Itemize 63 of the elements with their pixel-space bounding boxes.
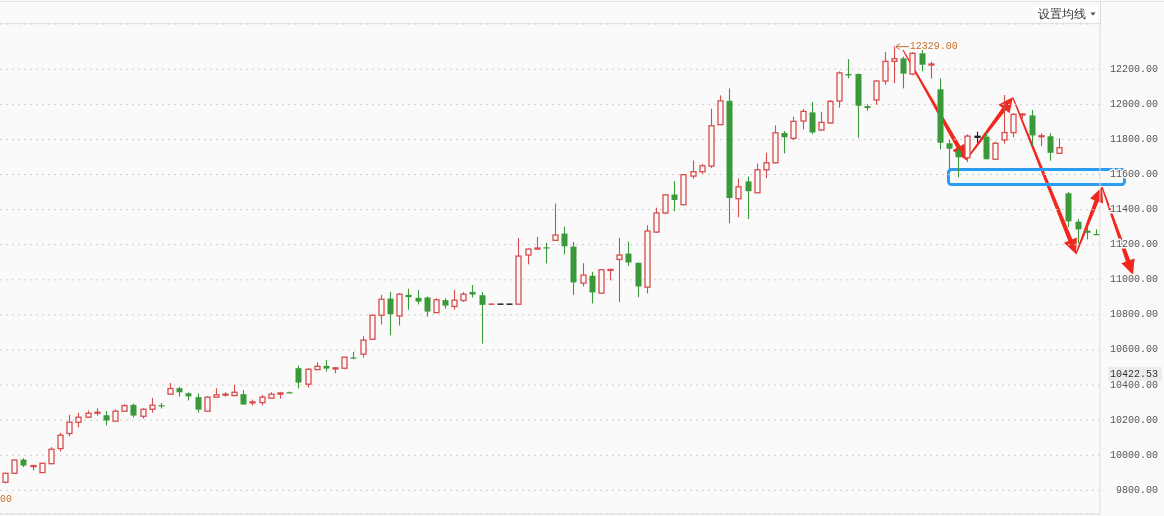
candlestick [1047,132,1054,162]
annotation: 12329.00 [909,41,958,53]
y-tick-label: 9800.00 [1115,484,1158,496]
y-tick-label: 12000.00 [1109,98,1158,110]
candlestick [900,56,907,89]
candlestick [873,79,880,106]
candlestick [479,291,486,345]
candlestick [625,241,632,267]
candlestick [378,294,385,326]
annotation: 00 [0,493,13,505]
candlestick [818,111,825,132]
candlestick [195,392,202,414]
candlestick [57,432,64,453]
candlestick [653,207,660,234]
candlestick [735,177,742,218]
candlestick [671,180,678,212]
candlestick [635,262,642,298]
candlestick [1001,94,1008,145]
y-tick-label: 10800.00 [1109,309,1158,321]
candlestick [543,242,550,265]
candlestick [781,130,788,154]
candlestick [717,94,724,126]
candlestick [983,132,990,160]
candlestick [800,108,807,130]
candlestick [561,226,568,255]
y-tick-label: 11800.00 [1109,133,1158,145]
candlestick [809,101,816,135]
candlestick [882,51,889,86]
candlestick [1029,109,1036,147]
candlestick [580,262,587,288]
candlestick [616,237,623,303]
candlestick [66,414,73,437]
text: 10422.53 [1109,368,1158,380]
candlestick [295,365,302,390]
candlestick [305,367,312,389]
candlestick [360,335,367,359]
candlestick [589,271,596,305]
text: 设置均线 [1038,7,1086,21]
y-tick-label: 10200.00 [1109,414,1158,426]
candlestick [424,295,431,318]
y-tick-label: 11000.00 [1109,274,1158,286]
candlestick [964,133,971,163]
y-tick-label: 10400.00 [1109,379,1158,391]
candlestick [763,152,770,179]
candlestick [827,99,834,125]
candlestick [790,116,797,141]
candlestick [745,175,752,220]
candlestick [690,159,697,180]
candlestick [1075,218,1082,244]
candlestick [598,268,605,295]
candlestick [1010,112,1017,138]
candlestick [955,147,962,178]
candlestick [919,49,926,72]
candlestick [396,292,403,327]
candlestick [754,162,761,194]
candlestick [552,203,559,242]
candlestick [946,139,953,170]
candlestick [451,289,458,311]
candlestick [387,291,394,336]
y-tick-label: 10000.00 [1109,449,1158,461]
y-tick-label: 11400.00 [1109,204,1158,216]
y-tick-label: 12200.00 [1109,63,1158,75]
y-tick-label: 10600.00 [1109,344,1158,356]
